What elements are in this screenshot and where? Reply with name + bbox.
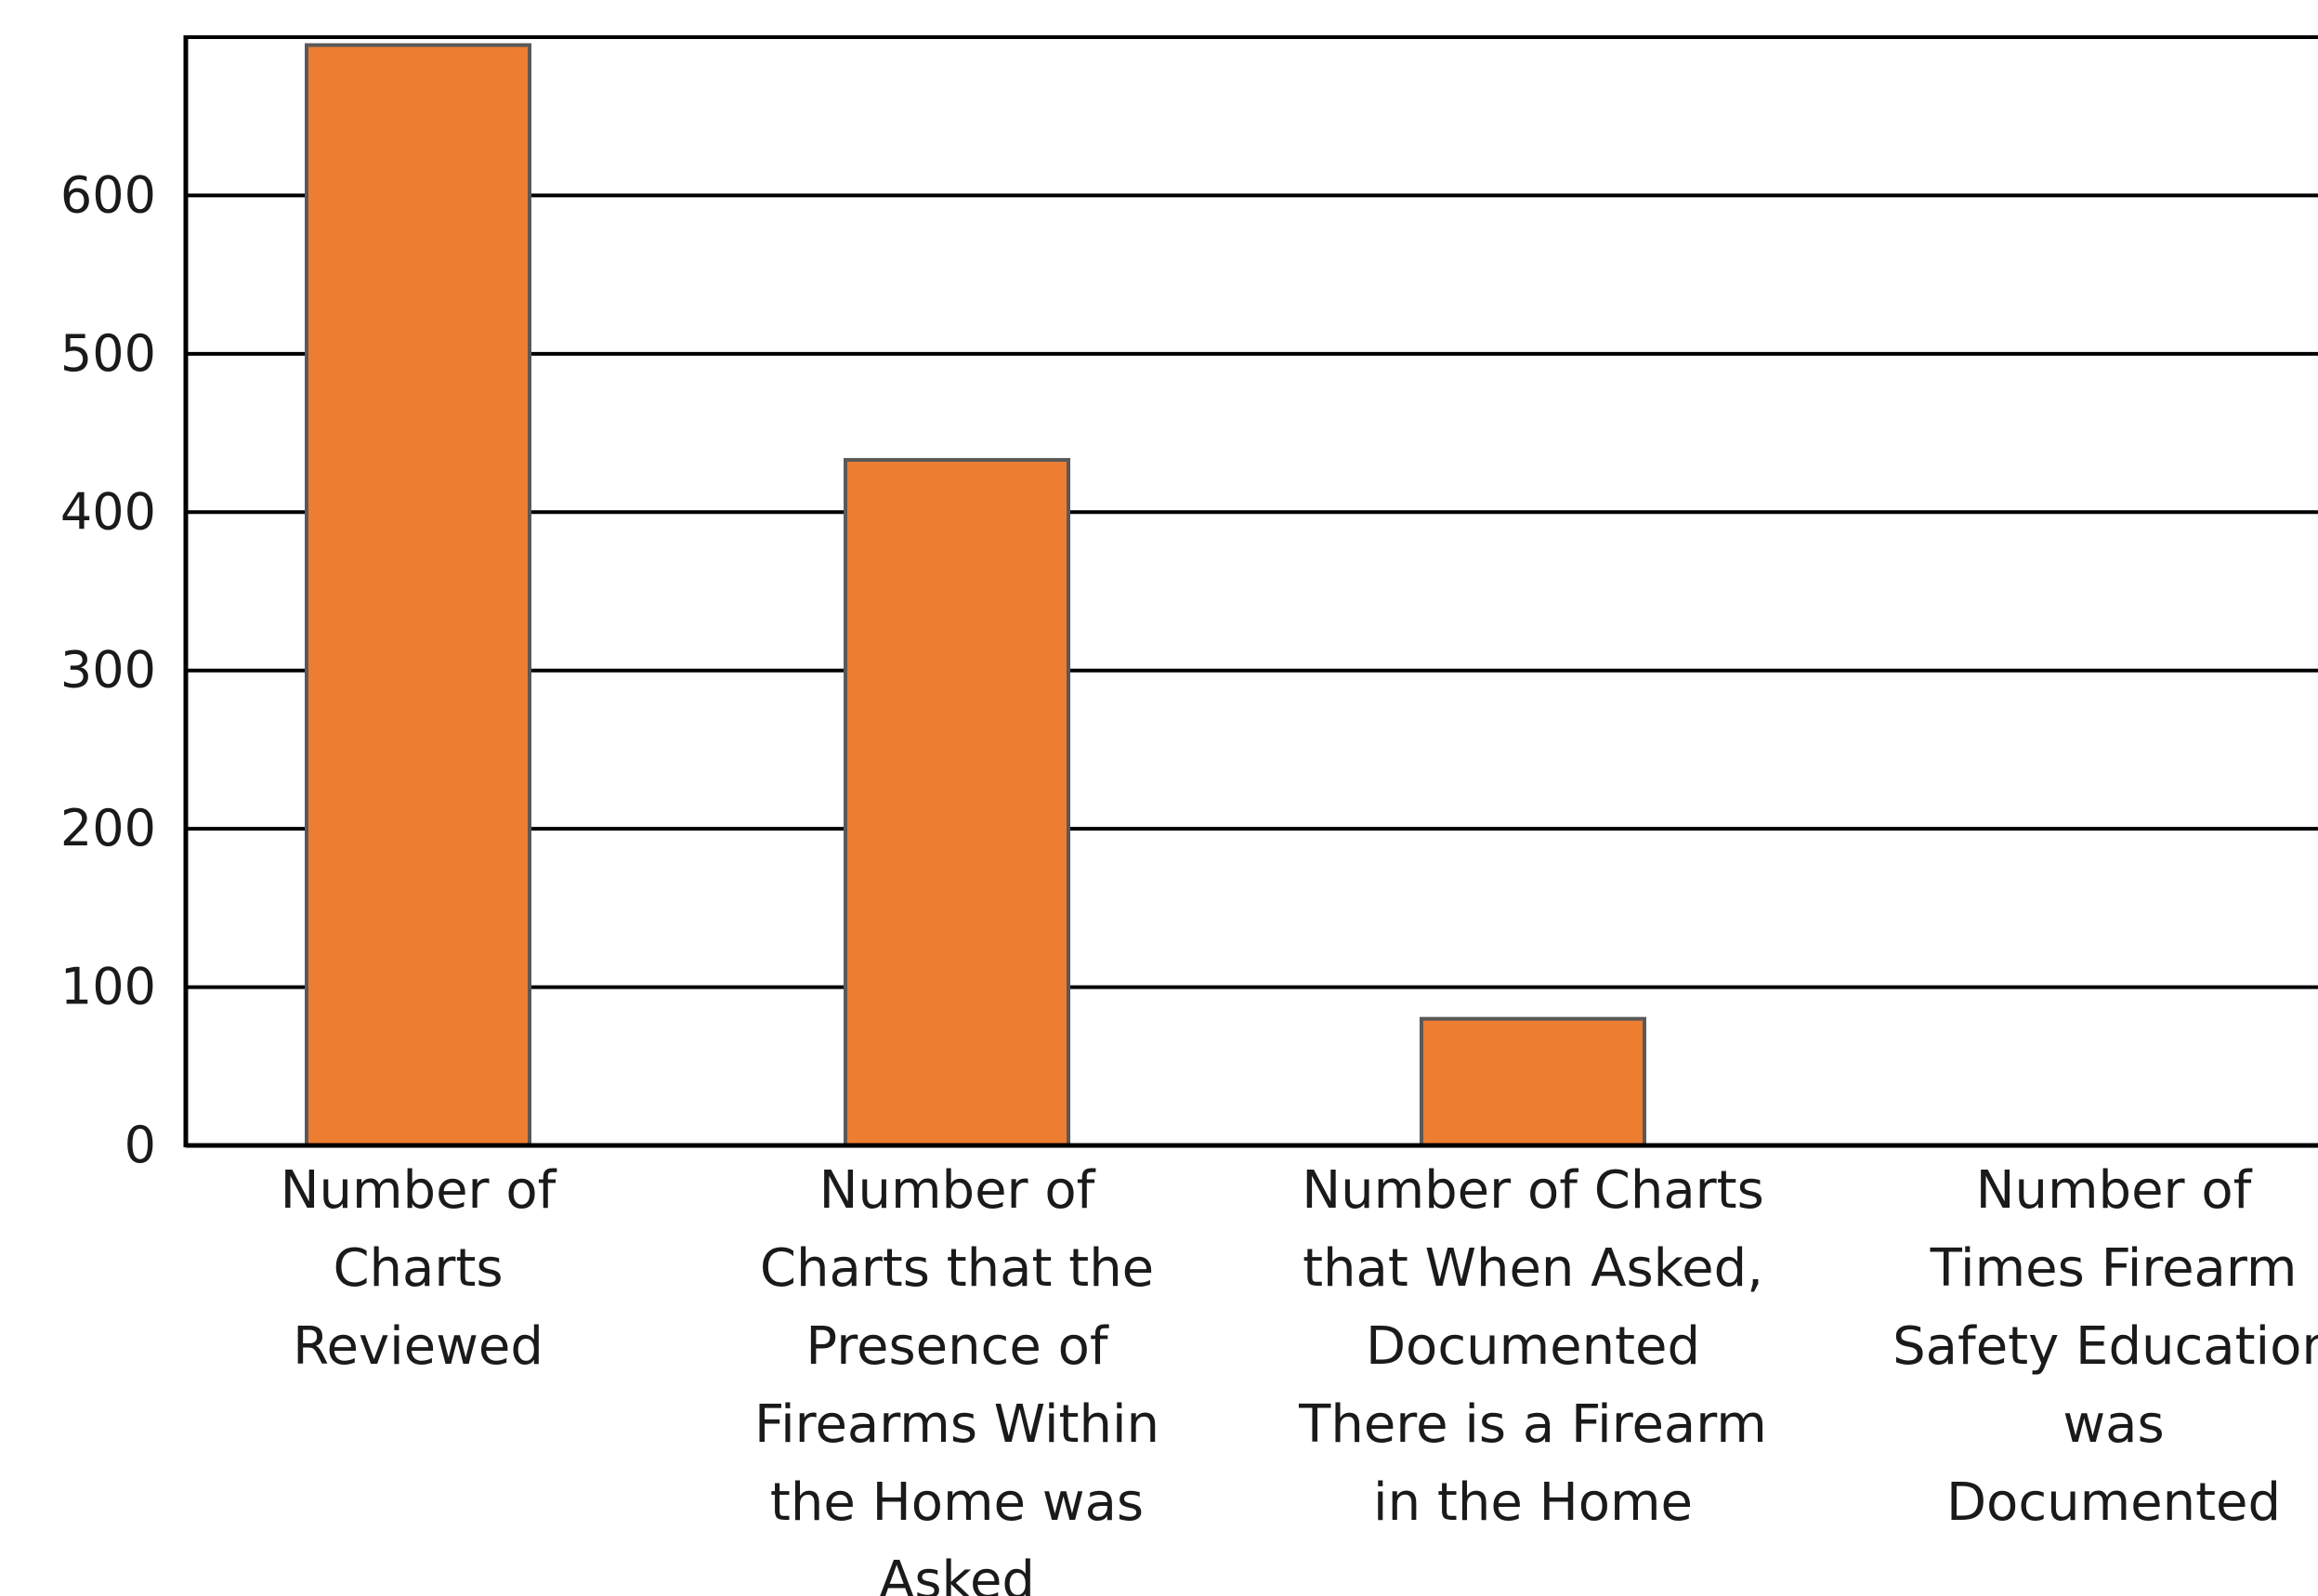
x-category-label-line: Documented: [1946, 1472, 2281, 1533]
x-category-label-3: Number of Charts that When Asked, Document…: [1298, 1160, 1767, 1533]
x-category-label-line: Documented: [1366, 1316, 1700, 1377]
y-tick-label-400: 400: [60, 482, 156, 541]
x-category-label-line: Times Firearm: [1930, 1238, 2298, 1299]
y-tick-label-300: 300: [60, 641, 156, 700]
bar-2: [844, 458, 1070, 1147]
x-category-label-line: Charts that the: [760, 1238, 1154, 1299]
y-tick-label-200: 200: [60, 799, 156, 857]
bars: [305, 43, 1646, 1147]
x-category-label-4: Number of Times Firearm Safety Education wa…: [1892, 1160, 2318, 1533]
x-category-label-line: Number of: [281, 1160, 557, 1221]
x-category-label-line: Number of: [819, 1160, 1096, 1221]
x-category-label-line: that When Asked,: [1303, 1238, 1763, 1299]
x-category-label-line: Number of Charts: [1302, 1160, 1764, 1221]
axes: [183, 35, 2318, 1148]
x-category-label-line: was: [2063, 1394, 2164, 1455]
y-tick-labels: 0 100 200 300 400 500 600: [60, 165, 156, 1174]
x-category-label-2: Number of Charts that the Presence of Firea…: [754, 1160, 1159, 1596]
x-category-label-line: in the Home: [1373, 1472, 1693, 1533]
x-category-label-line: Presence of: [805, 1316, 1108, 1377]
x-category-labels: Number of Charts Reviewed Number of Charts t…: [281, 1160, 2318, 1596]
bar-1: [305, 43, 531, 1147]
x-category-label-1: Number of Charts Reviewed: [281, 1160, 557, 1377]
x-category-label-line: the Home was: [770, 1472, 1144, 1533]
x-category-label-line: Reviewed: [293, 1316, 543, 1377]
x-category-label-line: There is a Firearm: [1298, 1394, 1767, 1455]
x-category-label-line: Asked: [879, 1550, 1035, 1596]
y-tick-label-600: 600: [60, 165, 156, 224]
y-tick-label-500: 500: [60, 324, 156, 383]
y-tick-label-0: 0: [124, 1116, 156, 1174]
y-tick-label-100: 100: [60, 958, 156, 1016]
gridlines: [186, 35, 2318, 989]
x-category-label-line: Safety Education: [1892, 1316, 2318, 1377]
x-category-label-line: Number of: [1976, 1160, 2253, 1221]
bar-3: [1420, 1016, 1646, 1147]
x-category-label-line: Charts: [333, 1238, 503, 1299]
x-category-label-line: Firearms Within: [754, 1394, 1159, 1455]
